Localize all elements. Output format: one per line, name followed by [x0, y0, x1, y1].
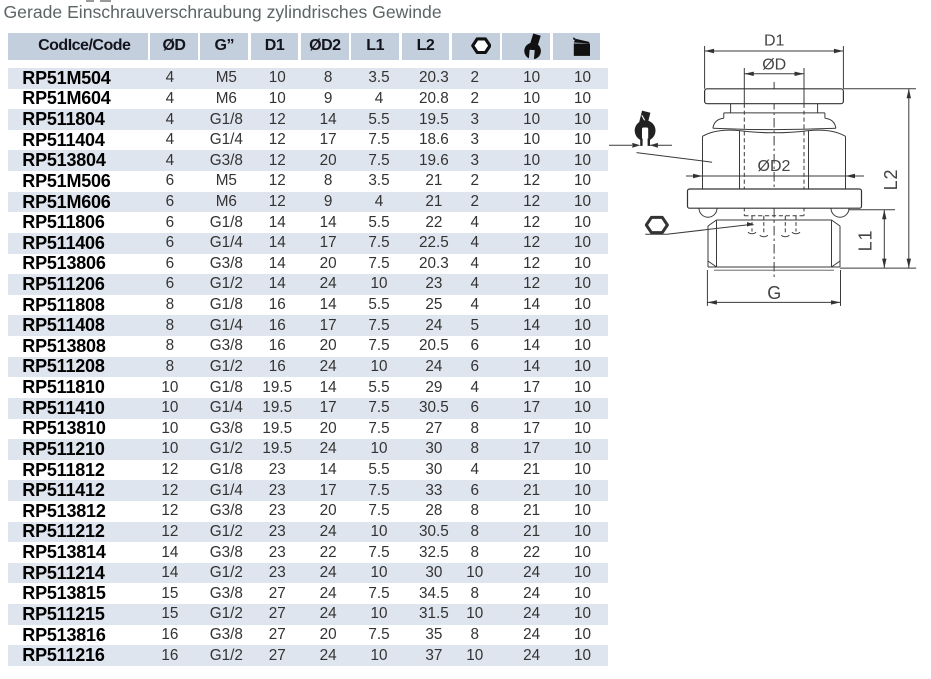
svg-text:L2: L2: [881, 169, 901, 191]
svg-text:L1: L1: [856, 230, 876, 252]
svg-text:G: G: [767, 283, 781, 303]
svg-text:ØD2: ØD2: [758, 158, 791, 175]
svg-text:D1: D1: [764, 33, 785, 50]
svg-text:ØD: ØD: [762, 57, 786, 74]
